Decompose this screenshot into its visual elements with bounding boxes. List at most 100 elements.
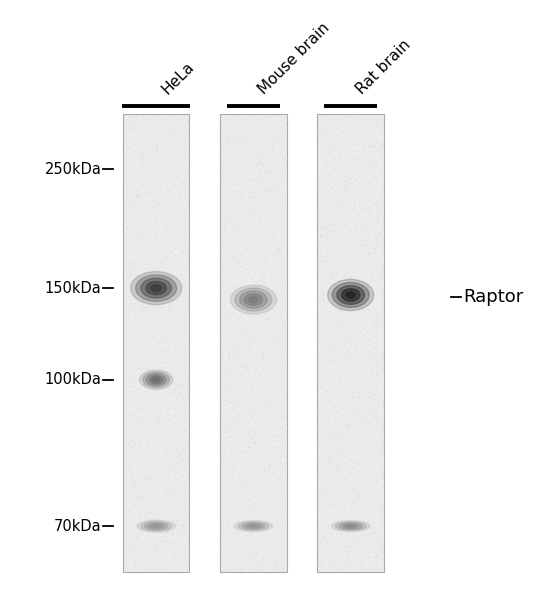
Point [326,136,335,146]
Point [125,365,133,375]
Point [365,272,374,282]
Point [140,188,149,198]
Point [271,240,279,250]
Point [154,379,163,389]
Point [221,428,229,438]
Point [251,365,260,375]
Point [341,503,349,513]
Point [276,401,284,410]
Point [264,190,272,200]
Point [259,268,268,278]
Point [313,313,322,322]
Point [274,474,282,484]
Point [163,192,172,201]
Point [146,266,155,276]
Point [164,353,173,362]
Point [333,318,341,328]
Point [241,452,249,461]
Point [257,176,266,185]
Point [134,482,143,492]
Point [235,166,243,176]
Point [315,483,324,493]
Point [356,458,364,468]
Point [141,501,150,511]
Point [148,493,157,503]
Point [333,289,342,299]
Point [166,306,174,316]
Point [336,492,345,502]
Point [143,437,151,446]
Point [132,384,140,393]
Point [264,199,272,209]
Point [367,268,375,278]
Point [155,553,163,563]
Point [248,276,256,286]
Point [361,254,370,263]
Point [132,171,141,181]
Point [170,148,179,158]
Point [268,229,277,238]
Point [122,430,130,440]
Point [331,165,340,174]
Point [134,252,142,262]
Point [146,544,154,554]
Point [229,342,237,351]
Point [361,523,369,533]
Point [240,326,249,336]
Point [326,382,334,392]
Point [219,521,227,531]
Point [247,461,255,471]
Point [336,314,344,324]
Point [244,269,253,278]
Point [233,280,241,289]
Point [135,334,143,344]
Point [314,565,323,575]
Point [240,326,248,336]
Point [336,545,344,554]
Point [318,355,326,365]
Point [366,347,375,356]
Point [132,185,141,195]
Point [225,131,233,140]
Point [220,244,228,254]
Point [344,287,352,297]
Point [330,437,338,446]
Point [344,495,353,505]
Point [343,471,352,480]
Point [328,455,336,465]
Point [365,416,373,426]
Point [377,536,385,546]
Point [265,430,274,440]
Point [135,404,143,414]
Point [361,494,370,504]
Point [277,178,286,188]
Point [250,384,259,393]
Point [174,412,182,421]
Point [334,468,342,477]
Point [363,366,372,376]
Point [240,246,248,255]
Point [365,112,373,122]
Point [122,474,130,484]
Point [135,413,143,423]
Point [182,192,191,202]
Point [165,259,173,269]
Point [370,141,378,151]
Point [342,546,351,556]
Point [318,531,326,541]
Point [130,479,138,489]
Point [341,361,350,370]
Point [223,365,232,375]
Point [168,393,176,403]
Point [233,427,241,437]
Point [170,434,179,443]
Point [146,480,155,490]
Point [379,559,387,569]
Point [171,282,180,291]
Point [159,558,167,567]
Point [259,158,267,168]
Point [368,236,377,246]
Point [134,510,143,519]
Point [161,314,170,323]
Point [246,557,254,567]
